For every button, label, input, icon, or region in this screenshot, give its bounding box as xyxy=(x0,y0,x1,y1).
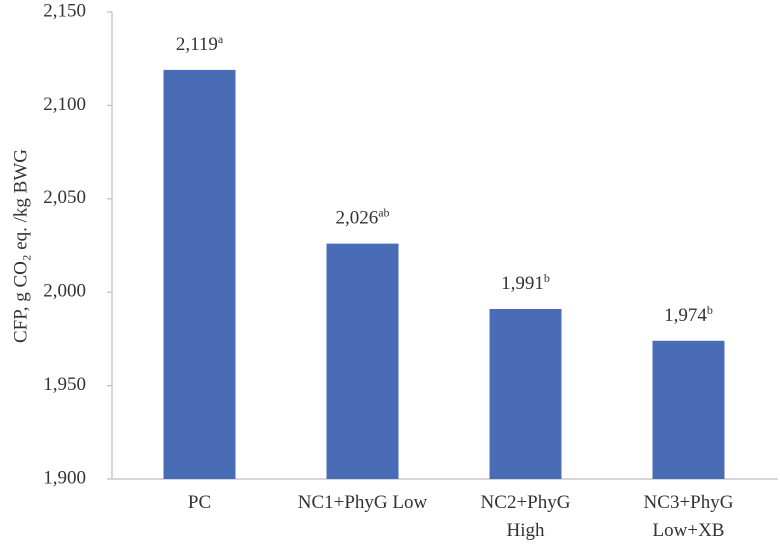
value-label-number: 2,026 xyxy=(335,208,378,229)
x-tick-label: NC2+PhyG High xyxy=(481,492,571,541)
value-label-number: 1,991 xyxy=(501,273,544,294)
x-tick-label: NC1+PhyG Low xyxy=(298,492,428,513)
significance-letter: b xyxy=(707,303,713,317)
y-tick-label: 1,950 xyxy=(43,374,86,395)
bar xyxy=(326,243,399,479)
value-label-number: 1,974 xyxy=(664,305,707,326)
value-label: 2,119a xyxy=(176,32,224,56)
y-tick-label: 2,000 xyxy=(43,281,86,302)
value-label: 1,991b xyxy=(501,271,550,295)
y-tick-label: 2,050 xyxy=(43,187,86,208)
significance-letter: a xyxy=(218,32,224,46)
value-label: 2,026ab xyxy=(335,205,389,229)
y-axis-label: CFP, g CO₂ eq. /kg BWG xyxy=(10,149,31,343)
value-label-number: 2,119 xyxy=(176,34,218,55)
significance-letter: b xyxy=(544,271,550,285)
bar xyxy=(489,309,562,479)
y-tick-label: 1,900 xyxy=(43,467,86,488)
bar xyxy=(163,69,236,480)
y-tick-label: 2,100 xyxy=(43,94,86,115)
value-label: 1,974b xyxy=(664,303,713,327)
bar xyxy=(652,340,725,479)
y-tick-label: 2,150 xyxy=(43,0,86,21)
significance-letter: ab xyxy=(378,205,389,219)
x-tick-label: NC3+PhyG Low+XB xyxy=(644,492,734,541)
x-tick-label: PC xyxy=(188,492,211,513)
